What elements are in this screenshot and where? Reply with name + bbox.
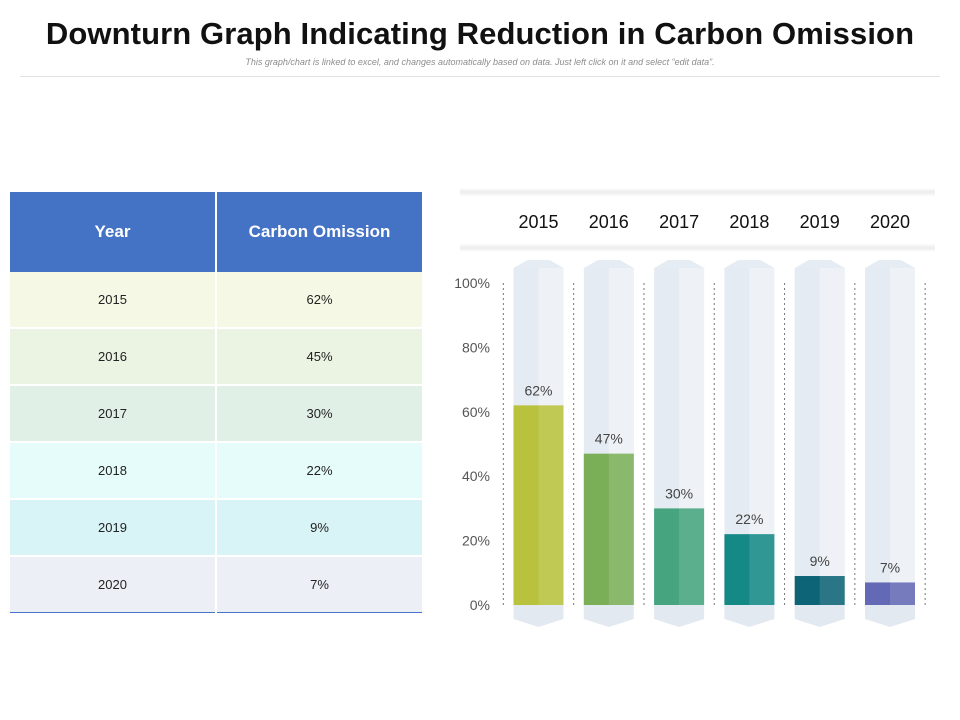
cell-carbon-omission: 30% xyxy=(215,385,422,443)
title-divider xyxy=(20,76,940,77)
cell-year: 2017 xyxy=(10,385,216,443)
value-label: 22% xyxy=(735,511,763,527)
year-labels: 2015 2016 2017 2018 2019 2020 xyxy=(518,212,910,232)
value-label: 7% xyxy=(880,559,900,575)
cell-year: 2018 xyxy=(10,442,216,500)
bar-2016 xyxy=(583,453,634,605)
table-row: 2016 45% xyxy=(10,328,422,386)
bar-shine xyxy=(819,576,845,605)
bar xyxy=(513,405,564,605)
carbon-omission-table: Year Carbon Omission 2015 62% 2016 45% 2017 3… xyxy=(10,192,422,613)
bar-2015 xyxy=(513,405,564,605)
bar-shine xyxy=(749,534,775,605)
year-label-band xyxy=(460,188,935,252)
tube-bottom xyxy=(794,605,845,627)
category-label: 2016 xyxy=(589,212,629,232)
tube-top xyxy=(724,260,775,268)
bar xyxy=(583,453,634,605)
tube-top xyxy=(865,260,915,268)
cell-carbon-omission: 9% xyxy=(215,499,422,557)
carbon-omission-chart: 0% 20% 40% 60% 80% 100% 62% 47% 30% 22% 9% 7% 2015… xyxy=(454,188,935,627)
bar-tube xyxy=(865,260,915,627)
tube-highlight xyxy=(819,268,845,605)
bar xyxy=(654,508,705,605)
tube-highlight xyxy=(890,268,915,605)
bar-shine xyxy=(679,508,705,605)
bar xyxy=(794,576,845,605)
y-tick-label: 40% xyxy=(462,468,490,484)
y-tick-label: 60% xyxy=(462,404,490,420)
table-header-row: Year Carbon Omission xyxy=(10,192,422,272)
bar-shine xyxy=(538,405,564,605)
tube-bottom xyxy=(654,605,705,627)
y-tick-label: 20% xyxy=(462,533,490,549)
tube-bottom xyxy=(724,605,775,627)
bar-2019 xyxy=(794,576,845,605)
table-row: 2015 62% xyxy=(10,272,422,329)
cell-year: 2015 xyxy=(10,272,216,329)
y-tick-label: 0% xyxy=(470,597,490,613)
cell-carbon-omission: 62% xyxy=(215,272,422,329)
dashed-grid-lines xyxy=(502,283,926,605)
cell-carbon-omission: 7% xyxy=(215,556,422,613)
category-label: 2019 xyxy=(800,212,840,232)
table-row: 2017 30% xyxy=(10,385,422,443)
bar-series xyxy=(513,405,915,605)
tube-top xyxy=(583,260,634,268)
table-row: 2020 7% xyxy=(10,556,422,613)
header-carbon-omission: Carbon Omission xyxy=(215,192,422,272)
bar xyxy=(865,582,915,605)
value-label: 62% xyxy=(524,382,552,398)
bar-2018 xyxy=(724,534,775,605)
y-axis: 0% 20% 40% 60% 80% 100% xyxy=(454,275,490,613)
cell-year: 2016 xyxy=(10,328,216,386)
tube-top xyxy=(654,260,705,268)
y-tick-label: 80% xyxy=(462,339,490,355)
bar-shine xyxy=(608,453,634,605)
table-row: 2018 22% xyxy=(10,442,422,500)
category-label: 2017 xyxy=(659,212,699,232)
category-label: 2015 xyxy=(518,212,558,232)
page-subtitle: This graph/chart is linked to excel, and… xyxy=(245,57,715,67)
value-label: 9% xyxy=(810,553,830,569)
tube-top xyxy=(513,260,564,268)
header-year: Year xyxy=(10,192,216,272)
cell-carbon-omission: 45% xyxy=(215,328,422,386)
tube-bottom xyxy=(513,605,564,627)
cell-carbon-omission: 22% xyxy=(215,442,422,500)
tube-bottom xyxy=(865,605,915,627)
tube-top xyxy=(794,260,845,268)
value-labels: 62% 47% 30% 22% 9% 7% xyxy=(524,382,900,575)
table-body: 2015 62% 2016 45% 2017 30% 2018 22% 2019 9% 2020 7% xyxy=(10,272,422,613)
cell-year: 2020 xyxy=(98,577,127,592)
tube-bottom xyxy=(583,605,634,627)
category-label: 2020 xyxy=(870,212,910,232)
category-label: 2018 xyxy=(729,212,769,232)
page-title: Downturn Graph Indicating Reduction in C… xyxy=(45,16,915,51)
cell-year: 2019 xyxy=(10,499,216,557)
value-label: 30% xyxy=(665,485,693,501)
bar xyxy=(724,534,775,605)
bar-2020 xyxy=(865,582,915,605)
table-row: 2019 9% xyxy=(10,499,422,557)
value-label: 47% xyxy=(595,431,623,447)
bar-shine xyxy=(890,582,915,605)
y-tick-label: 100% xyxy=(454,275,490,291)
bar-tube xyxy=(794,260,845,627)
bar-2017 xyxy=(654,508,705,605)
